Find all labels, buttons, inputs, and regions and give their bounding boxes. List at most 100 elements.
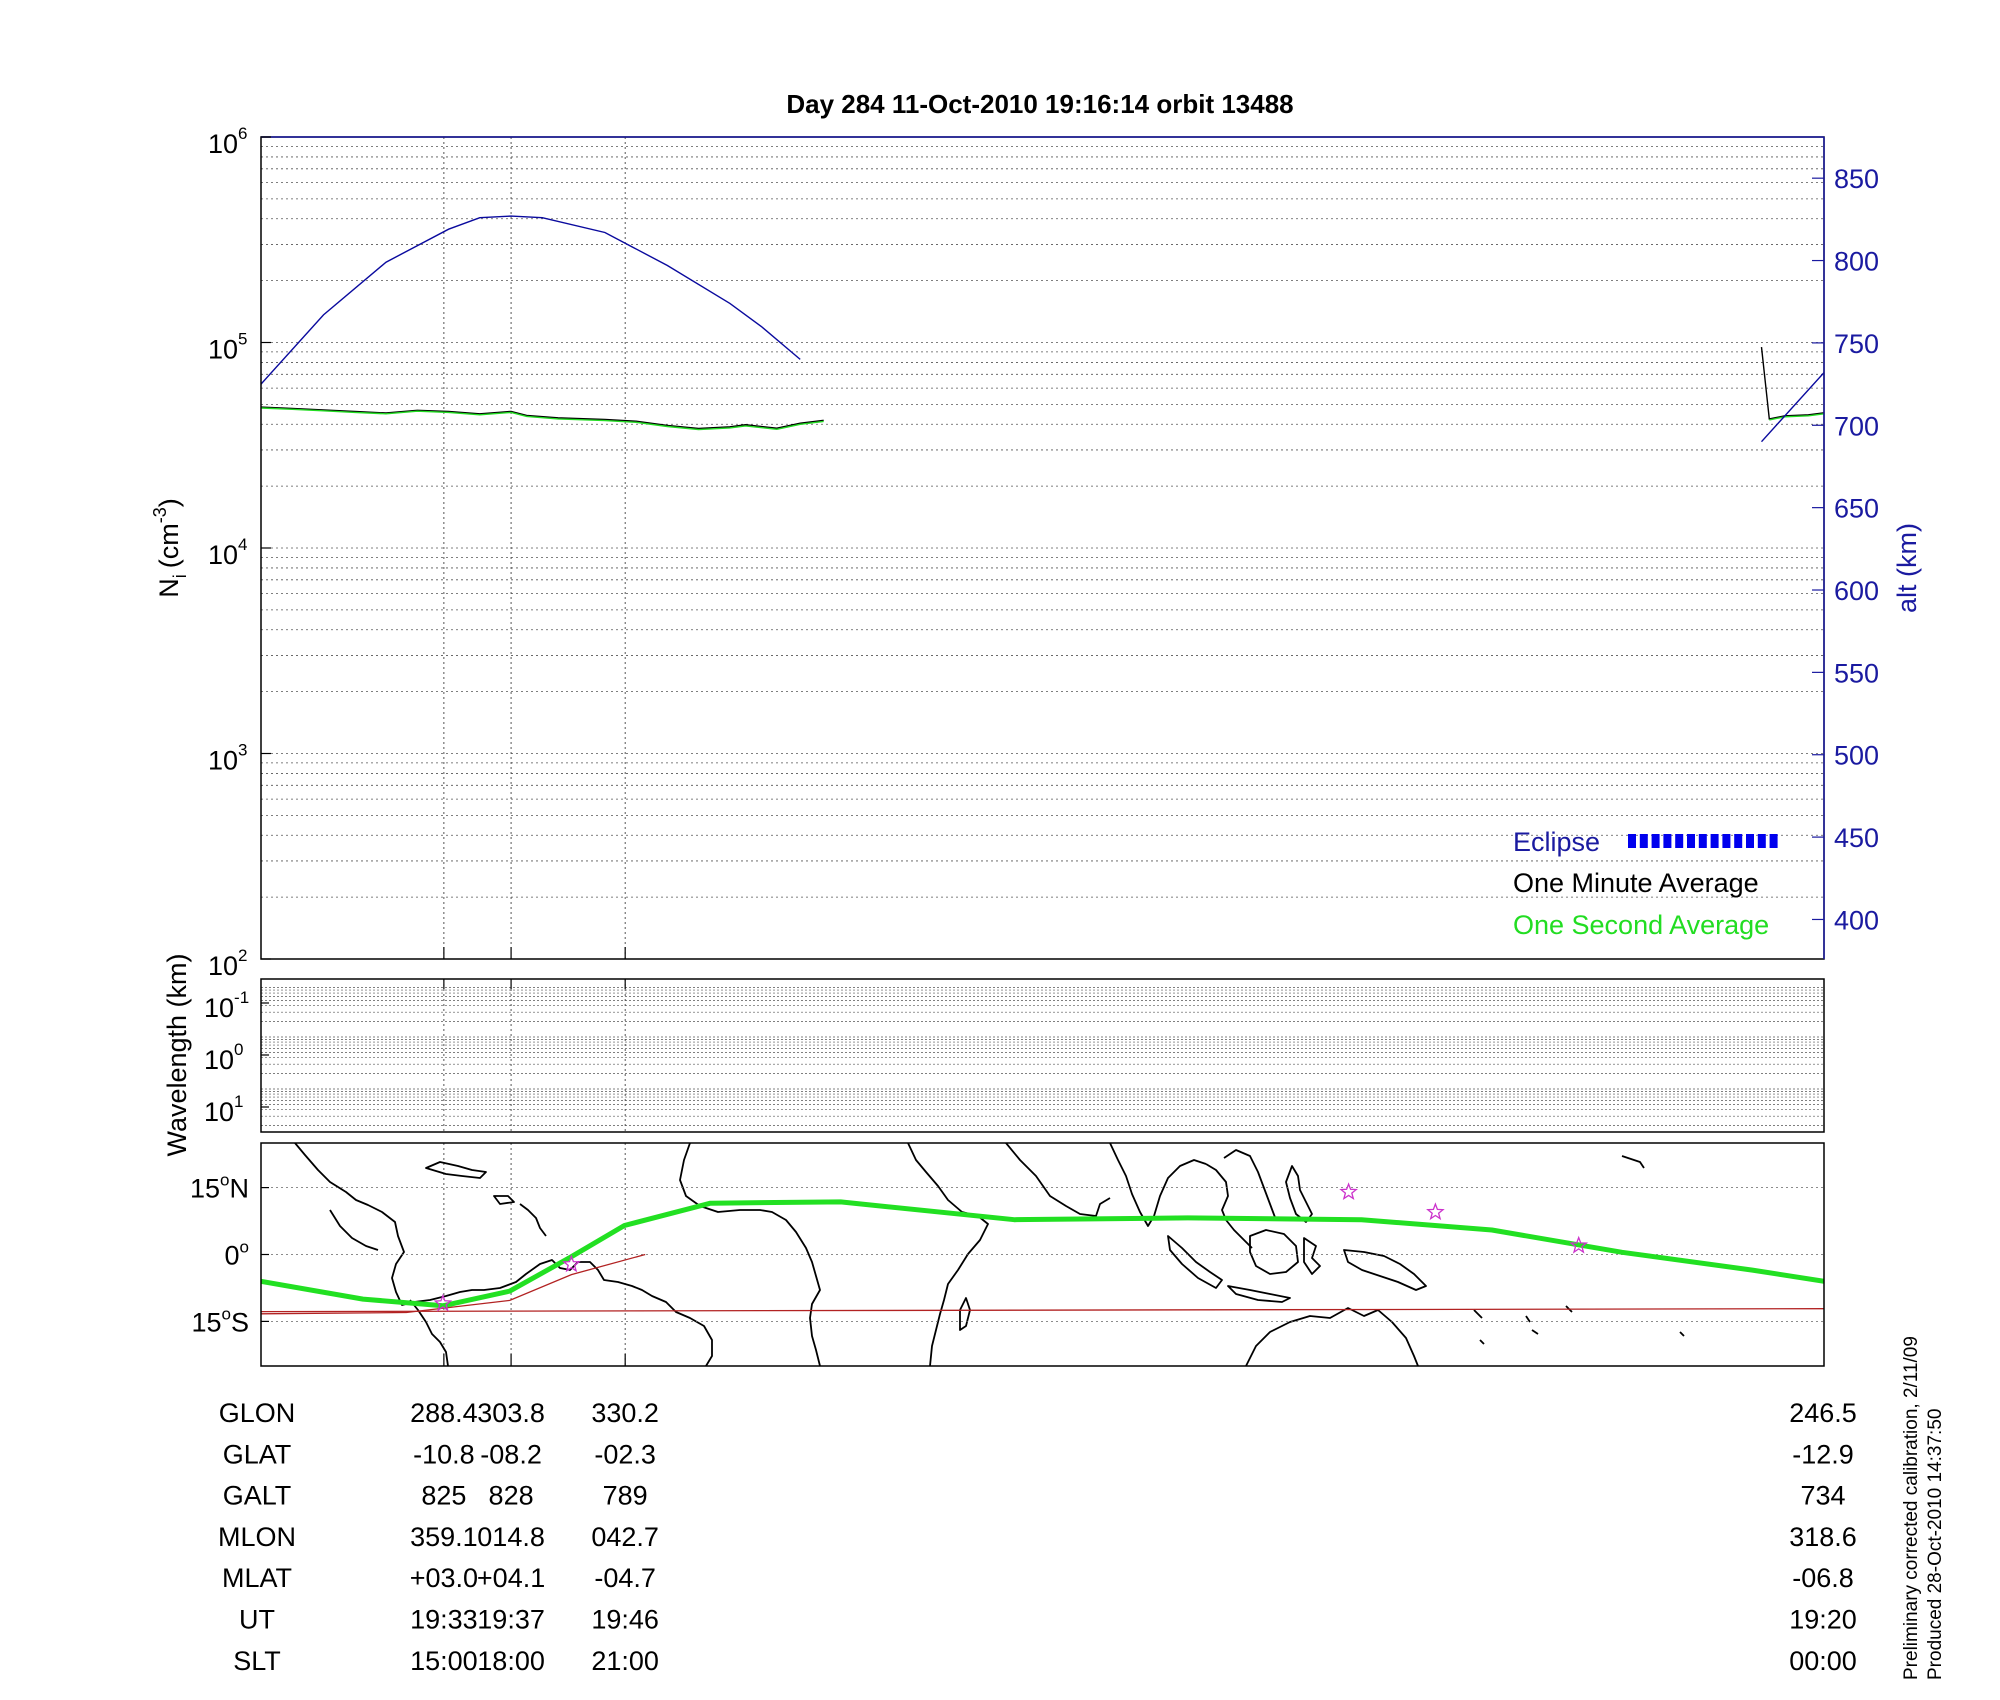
footer-produced-note: Produced 28-Oct-2010 14:37:50 [1925, 1409, 1946, 1680]
coast-australia [1245, 1307, 1419, 1366]
density-label-sub: i [170, 574, 190, 578]
legend-second-label: One Second Average [1513, 910, 1769, 940]
y-tick-label: 102 [208, 946, 248, 981]
eclipse-square [1698, 834, 1707, 848]
ground-track-map-panel: 15oN 0o 15oS [190, 1142, 1825, 1367]
row-value: 21:00 [591, 1646, 659, 1676]
altitude-tick-label: 500 [1834, 741, 1879, 771]
altitude-tick-label: 700 [1834, 411, 1879, 441]
coast-indochina [1223, 1149, 1277, 1221]
altitude-tick-label: 650 [1834, 494, 1879, 524]
coast-pacific-islands [1473, 1155, 1685, 1345]
row-value: +04.1 [477, 1563, 545, 1593]
y-tick-base: 10 [208, 335, 238, 365]
row-end-value: -06.8 [1792, 1563, 1854, 1593]
coast-antilles [493, 1195, 547, 1237]
row-end-value: 318.6 [1789, 1522, 1857, 1552]
row-end-value: -12.9 [1792, 1439, 1854, 1469]
wavelength-tick-base: 10 [204, 1045, 234, 1075]
lat-tick-label: 0o [225, 1238, 250, 1271]
row-label: SLT [233, 1646, 281, 1676]
row-value: 19:33 [410, 1605, 478, 1635]
coast-africa [679, 1143, 821, 1366]
wavelength-tick-label: 100 [204, 1040, 244, 1075]
star-marker [1426, 1202, 1445, 1221]
coast-java [1227, 1285, 1291, 1303]
series-minute [260, 406, 824, 430]
ion-density-series [260, 215, 1825, 443]
lat-tick-label: 15oS [191, 1304, 249, 1337]
legend: Eclipse One Minute Average One Second Av… [1513, 827, 1778, 940]
row-end-value: 00:00 [1789, 1646, 1857, 1676]
wavelength-tick-base: 10 [204, 1097, 234, 1127]
row-value: 828 [489, 1481, 534, 1511]
row-value: -08.2 [480, 1439, 542, 1469]
coast-arabia [1005, 1143, 1111, 1217]
row-label: MLON [218, 1522, 296, 1552]
y-tick-label: 104 [208, 535, 248, 570]
row-value: 19:37 [477, 1605, 545, 1635]
coast-sumatra [1167, 1235, 1223, 1289]
altitude-tick-label: 550 [1834, 658, 1879, 688]
y-tick-label: 103 [208, 741, 248, 776]
lat-value: 15 [191, 1307, 221, 1337]
row-value: 288.4 [410, 1398, 478, 1428]
series-altitude [260, 215, 801, 385]
row-value: 014.8 [477, 1522, 545, 1552]
magnetic-track [261, 1253, 646, 1315]
lat-degree: o [222, 1304, 231, 1323]
row-value: 789 [603, 1481, 648, 1511]
star-marker [433, 1293, 453, 1312]
coast-americas [294, 1143, 713, 1366]
magnetic-track-end [261, 1308, 1824, 1313]
row-value: -04.7 [594, 1563, 656, 1593]
density-axis-label: Ni (cm-3) [150, 498, 190, 598]
row-value: +03.0 [410, 1563, 478, 1593]
row-label: GALT [223, 1481, 292, 1511]
row-label: UT [239, 1605, 275, 1635]
y-tick-exp: 4 [238, 535, 247, 554]
wavelength-grid [261, 987, 1824, 1126]
y-tick-label: 106 [208, 124, 248, 159]
altitude-tick-label: 400 [1834, 905, 1879, 935]
legend-eclipse-swatch [1628, 834, 1778, 848]
star-marker [1569, 1235, 1589, 1254]
map-lat-ticks: 15oN 0o 15oS [190, 1171, 269, 1337]
wavelength-tick-base: 10 [204, 993, 234, 1023]
eclipse-square [1757, 834, 1766, 848]
wavelength-frame [260, 978, 1825, 1133]
wavelength-marker-lines [443, 979, 626, 1132]
row-value: 359.1 [410, 1522, 478, 1552]
coast-borneo [1249, 1229, 1299, 1275]
chart-title: Day 284 11-Oct-2010 19:16:14 orbit 13488 [786, 89, 1293, 119]
row-label: GLON [219, 1398, 296, 1428]
wavelength-tick-exp: 1 [234, 1092, 243, 1111]
eclipse-square [1710, 834, 1719, 848]
altitude-tick-label: 600 [1834, 576, 1879, 606]
coast-madagascar [959, 1297, 971, 1331]
y-tick-base: 10 [208, 951, 238, 981]
altitude-tick-label: 800 [1834, 247, 1879, 277]
coast-philippines [1285, 1165, 1313, 1223]
series-second [260, 407, 824, 431]
eclipse-square [1639, 834, 1648, 848]
row-value: 15:00 [410, 1646, 478, 1676]
coast-india [1109, 1143, 1207, 1227]
wavelength-tick-label: 10-1 [204, 988, 249, 1023]
coast-caribbean [425, 1161, 487, 1179]
star-marker [1339, 1182, 1358, 1200]
wavelength-tick-exp: 0 [234, 1040, 243, 1059]
row-end-value: 246.5 [1789, 1398, 1857, 1428]
ion-density-grid [261, 146, 1824, 898]
star-marker [562, 1254, 581, 1273]
row-value: 042.7 [591, 1522, 659, 1552]
row-value: 18:00 [477, 1646, 545, 1676]
coast-sulawesi [1303, 1237, 1321, 1275]
row-label: GLAT [223, 1439, 292, 1469]
lat-tick-label: 15oN [190, 1171, 249, 1204]
